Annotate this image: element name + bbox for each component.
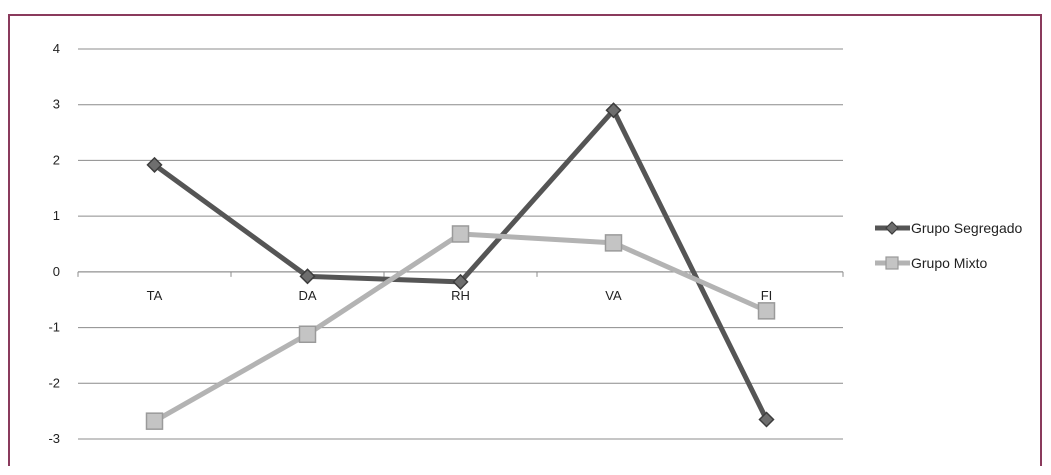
x-tick-label: RH <box>451 288 470 303</box>
series-lines <box>145 102 776 430</box>
data-point-marker <box>451 225 470 243</box>
x-axis-tick-labels: TA DA RH VA FI <box>147 288 773 303</box>
x-tick-label: FI <box>761 288 773 303</box>
data-point-marker <box>299 268 316 285</box>
legend-marker <box>885 256 899 270</box>
y-tick-label: -1 <box>48 320 60 335</box>
y-tick-label: -3 <box>48 431 60 446</box>
x-tick-label: VA <box>605 288 622 303</box>
y-tick-label: 2 <box>53 152 60 167</box>
legend: Grupo Segregado Grupo Mixto <box>875 220 1023 271</box>
legend-label: Grupo Mixto <box>911 255 987 271</box>
data-point-marker <box>298 325 317 344</box>
y-tick-label: -2 <box>48 375 60 390</box>
data-point-marker <box>605 102 622 119</box>
data-point-marker <box>758 411 775 428</box>
y-tick-label: 0 <box>53 264 60 279</box>
grid-lines <box>78 48 843 440</box>
x-tick-label: TA <box>147 288 163 303</box>
y-axis-tick-labels: 4 3 2 1 0 -1 -2 -3 <box>48 41 60 446</box>
legend-item: Grupo Segregado <box>875 220 1023 236</box>
data-point-marker <box>604 234 623 252</box>
series-grupo-segregado <box>146 102 775 428</box>
x-tick-label: DA <box>298 288 316 303</box>
y-tick-label: 4 <box>53 41 60 56</box>
data-point-marker <box>145 412 164 430</box>
data-point-marker <box>452 273 469 290</box>
y-tick-label: 1 <box>53 208 60 223</box>
legend-label: Grupo Segregado <box>911 220 1023 236</box>
series-grupo-mixto <box>145 225 776 430</box>
legend-marker <box>885 221 899 235</box>
data-point-marker <box>757 302 776 320</box>
legend-item: Grupo Mixto <box>875 255 987 271</box>
series-line <box>153 107 769 421</box>
y-tick-label: 3 <box>53 97 60 112</box>
data-point-marker <box>146 156 163 173</box>
